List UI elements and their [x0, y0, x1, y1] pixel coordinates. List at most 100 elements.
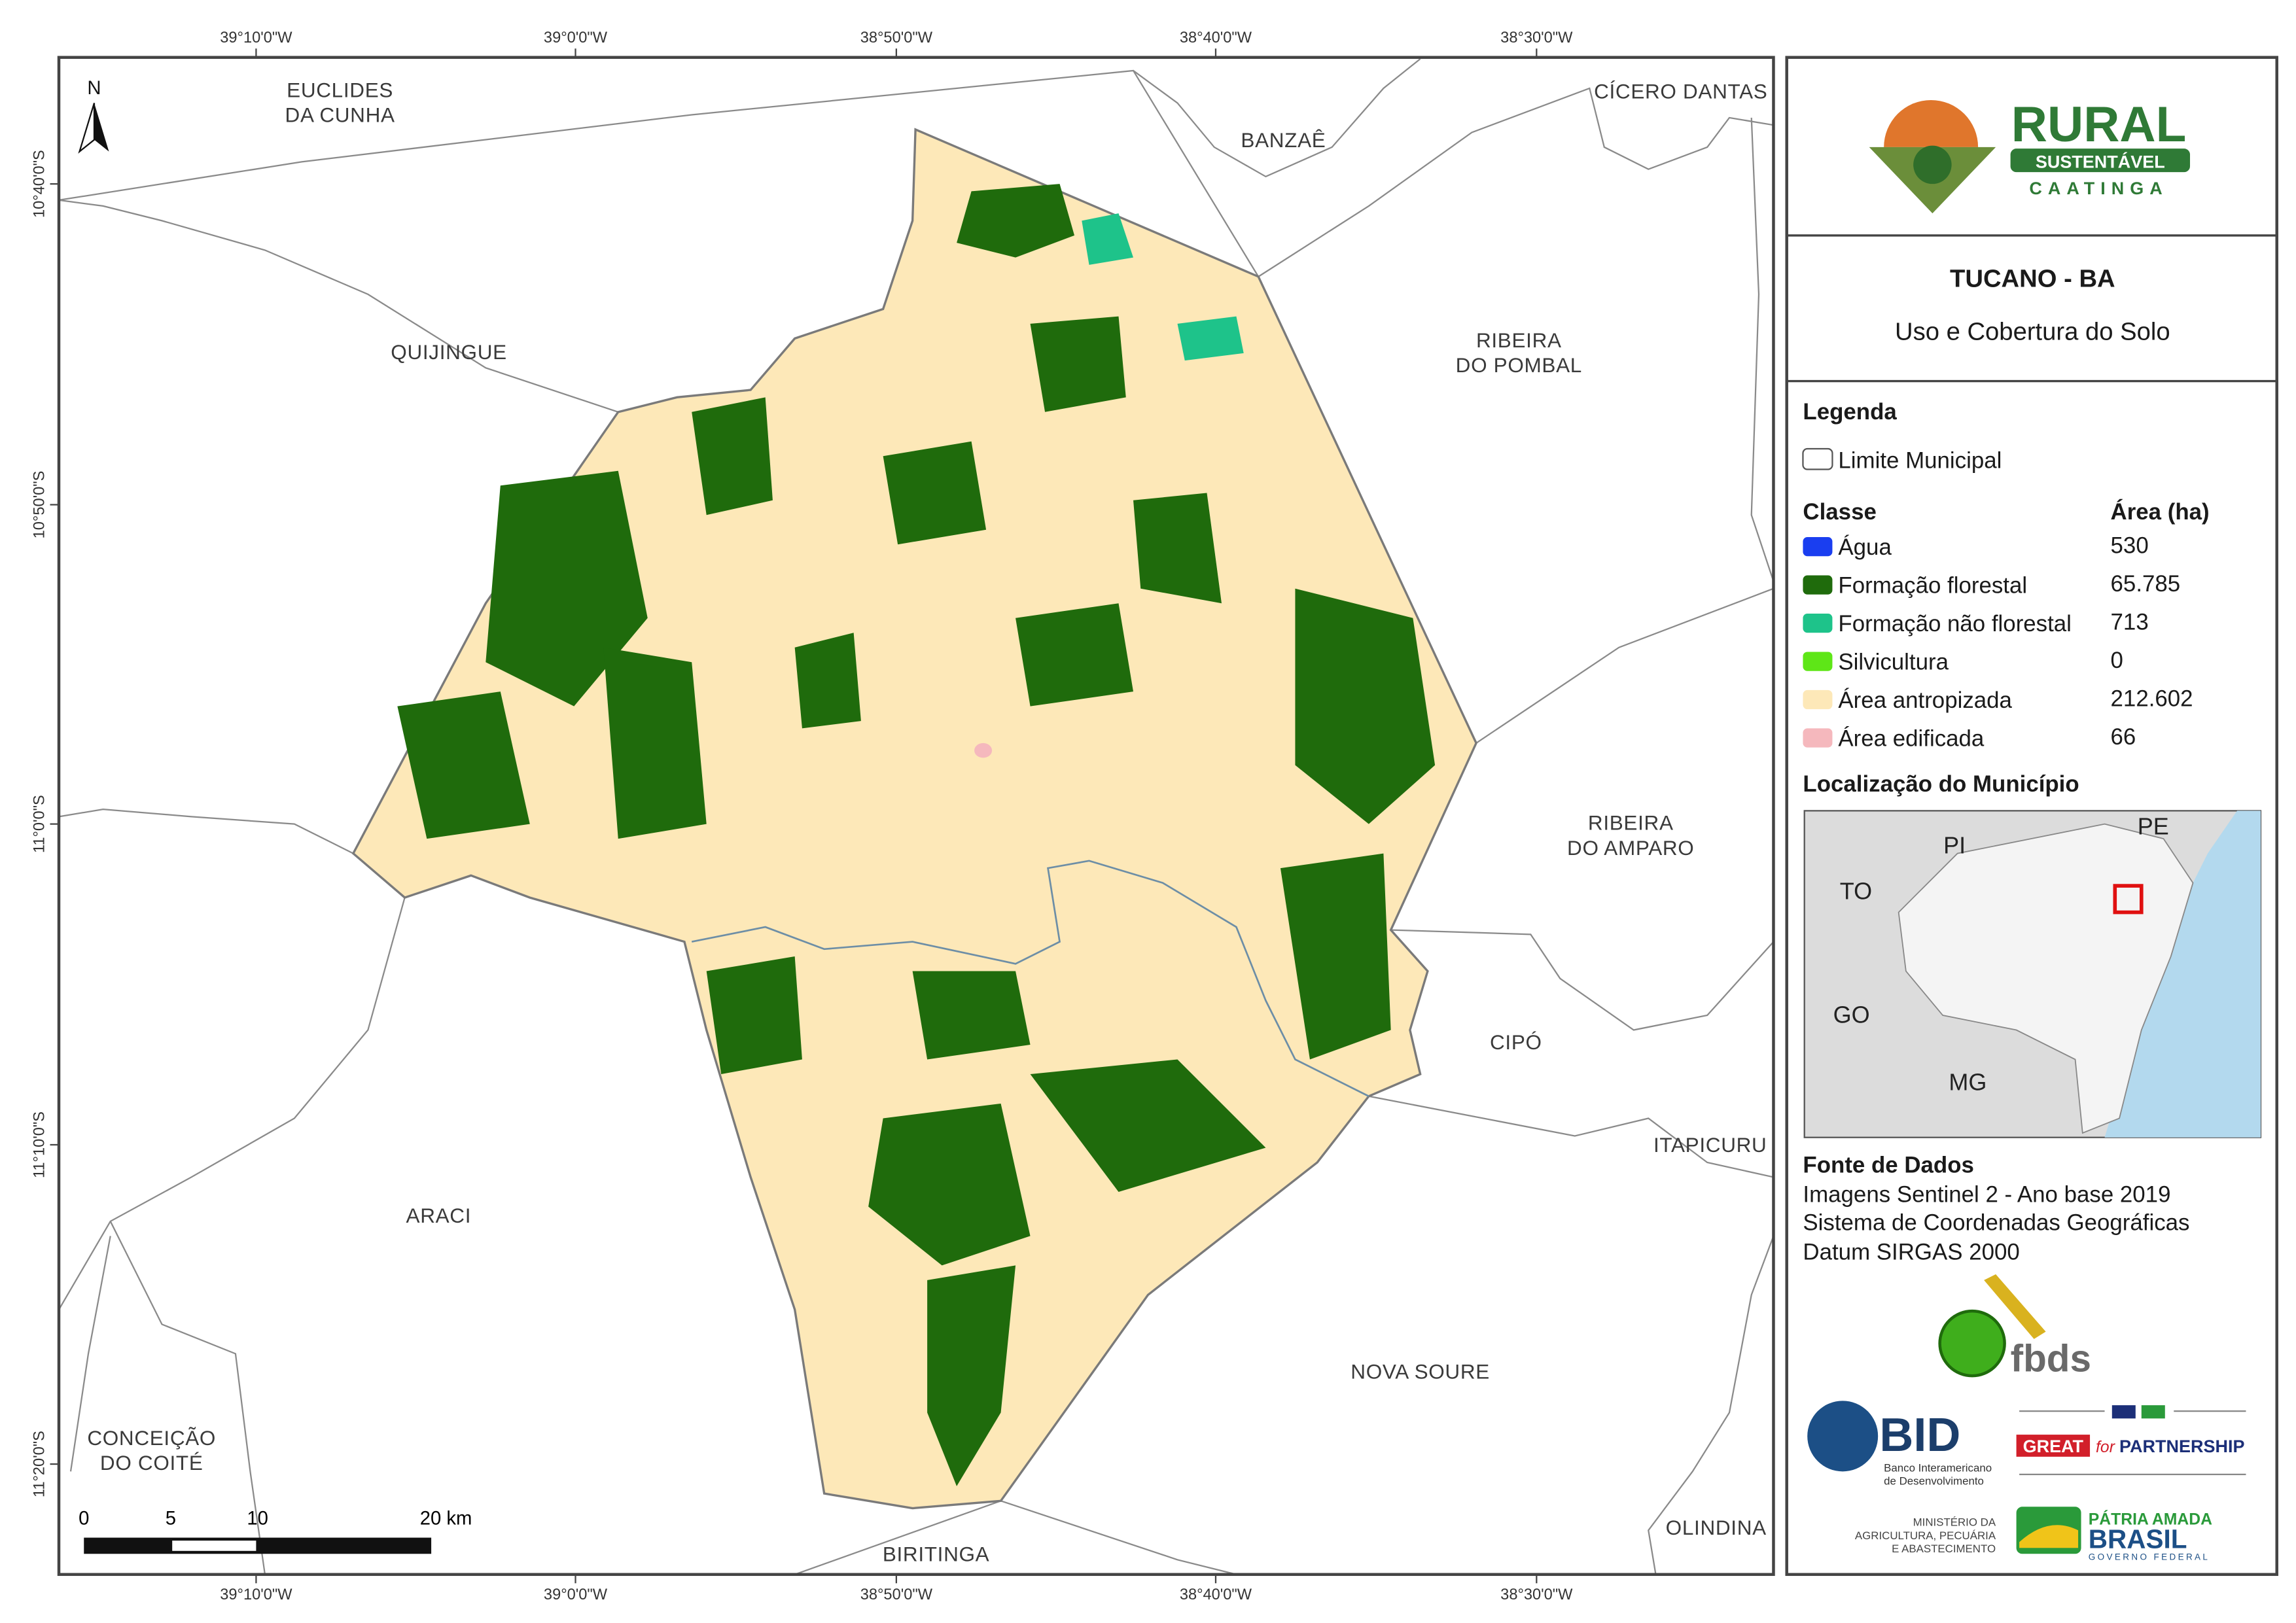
- legend-area: 212.602: [2111, 686, 2193, 712]
- fbds-circle: [1938, 1309, 2006, 1378]
- bid-subtext: Banco Interamericano: [1884, 1461, 1992, 1474]
- latitude-label: 10°50'0"S: [31, 471, 48, 539]
- fbds-logo: fbds: [1938, 1274, 2091, 1380]
- legend-class: Água: [1838, 534, 1892, 560]
- place-line: DO AMPARO: [1567, 836, 1694, 860]
- legend-swatch: [1803, 575, 1833, 595]
- legend-class: Área edificada: [1838, 725, 1984, 751]
- place-line: EUCLIDES: [287, 78, 393, 101]
- legend-swatch: [1803, 689, 1833, 710]
- boundary: [1133, 58, 1421, 178]
- forest-patch: [794, 633, 861, 729]
- place-labels: EUCLIDES DA CUNHA BANZAÊ CÍCERO DANTAS QU…: [87, 78, 1767, 1565]
- river: [691, 860, 1369, 1097]
- area-header: Área (ha): [2111, 498, 2210, 525]
- place-line: RIBEIRA: [1476, 328, 1562, 352]
- latitude-labels: 10°40'0"S 10°50'0"S 11°0'0"S 11°10'0"S 1…: [31, 150, 48, 1497]
- place-line: RIBEIRA: [1588, 811, 1674, 835]
- boundary: [794, 1500, 1001, 1575]
- neighbor-boundaries: [58, 58, 1775, 1575]
- state-label: MG: [1949, 1069, 1987, 1096]
- place-label: ARACI: [406, 1204, 472, 1227]
- legend-rows: Água 530 Formação florestal 65.785 Formação …: [1803, 533, 2193, 751]
- logo-sun: [1884, 99, 1979, 147]
- legend-area: 65.785: [2111, 571, 2181, 597]
- state-label: GO: [1833, 1001, 1870, 1028]
- forest-patches: [397, 184, 1436, 1486]
- latitude-label: 10°40'0"S: [31, 150, 48, 218]
- great-logo: GREAT for PARTNERSHIP: [2016, 1405, 2246, 1475]
- legend-area: 0: [2111, 648, 2123, 673]
- legend-swatch: [1803, 652, 1833, 671]
- boundary: [1475, 587, 1774, 744]
- logo-title: RURAL: [2011, 97, 2187, 152]
- location-title: Localização do Município: [1803, 771, 2079, 797]
- scale-label: 5: [166, 1508, 176, 1529]
- place-label: NOVA SOURE: [1351, 1360, 1490, 1384]
- brasil-line: BRASIL: [2089, 1524, 2187, 1554]
- latitude-label: 11°20'0"S: [31, 1431, 48, 1497]
- bid-logo: BID Banco Interamericano de Desenvolvime…: [1807, 1401, 1992, 1488]
- forest-patch: [397, 691, 530, 839]
- north-arrow-left: [78, 103, 96, 154]
- longitude-labels: 39°10'0"W 39°0'0"W 38°50'0"W 38°40'0"W 3…: [220, 29, 1573, 1603]
- inset-sea: [2104, 811, 2261, 1138]
- scale-label: 0: [79, 1508, 89, 1529]
- bid-subtext: de Desenvolvimento: [1884, 1475, 1984, 1488]
- legend-swatch: [1803, 728, 1833, 748]
- scale-bar: 0 5 10 20 km: [79, 1508, 472, 1554]
- legend-class: Área antropizada: [1838, 688, 2012, 713]
- place-label: BIRITINGA: [883, 1543, 990, 1566]
- scale-segment: [84, 1537, 432, 1554]
- source-line: Sistema de Coordenadas Geográficas: [1803, 1210, 2189, 1235]
- source-line: Imagens Sentinel 2 - Ano base 2019: [1803, 1182, 2170, 1208]
- flag-br: [2141, 1405, 2165, 1419]
- boundary: [1390, 929, 1775, 1031]
- scale-segment: [172, 1541, 256, 1551]
- ministry-logo: MINISTÉRIO DA AGRICULTURA, PECUÁRIA E AB…: [1855, 1507, 2212, 1562]
- longitude-label: 39°10'0"W: [220, 1586, 292, 1603]
- legend-title: Legenda: [1803, 399, 1897, 425]
- bid-text: BID: [1879, 1409, 1960, 1461]
- longitude-label: 38°30'0"W: [1500, 1586, 1573, 1603]
- logo-band: [2010, 148, 2191, 173]
- forest-patch: [883, 441, 987, 545]
- legend-class: Silvicultura: [1838, 649, 1949, 674]
- place-label: BANZAÊ: [1241, 128, 1326, 152]
- great-for: for: [2096, 1439, 2116, 1456]
- forest-patch: [927, 1265, 1016, 1486]
- legend-area: 713: [2111, 610, 2149, 635]
- boundary: [1368, 1095, 1774, 1178]
- ministry-text: AGRICULTURA, PECUÁRIA: [1855, 1529, 1996, 1542]
- state-label: TO: [1840, 877, 1872, 904]
- fbds-bar: [1984, 1274, 2046, 1339]
- state-label: PE: [2138, 812, 2169, 839]
- place-line: DO POMBAL: [1456, 353, 1582, 377]
- boundary: [109, 1221, 266, 1575]
- place-label: CIPÓ: [1490, 1030, 1542, 1054]
- longitude-label: 38°50'0"W: [860, 29, 933, 46]
- longitude-label: 39°0'0"W: [544, 29, 608, 46]
- ministry-text: E ABASTECIMENTO: [1892, 1543, 1996, 1555]
- forest-patch: [706, 956, 802, 1075]
- inset-locator: [2113, 884, 2144, 915]
- boundary: [58, 199, 619, 413]
- forest-patch: [1030, 316, 1126, 412]
- scale-label: 10: [247, 1508, 268, 1529]
- forest-patch: [603, 647, 707, 839]
- place-label: EUCLIDES DA CUNHA: [285, 78, 395, 126]
- boundary: [69, 1236, 111, 1472]
- great-partnership: PARTNERSHIP: [2119, 1437, 2244, 1456]
- boundary: [1648, 1236, 1775, 1575]
- side-panel: RURAL SUSTENTÁVEL CAATINGA TUCANO - BA U…: [1785, 56, 2278, 1577]
- latitude-label: 11°10'0"S: [31, 1111, 48, 1178]
- place-label: OLINDINA: [1666, 1516, 1767, 1539]
- place-line: DA CUNHA: [285, 103, 395, 127]
- panel-title: TUCANO - BA: [1950, 265, 2115, 293]
- forest-patch: [486, 470, 648, 707]
- non-forest-patch: [1082, 213, 1244, 361]
- map-frame: [50, 48, 1775, 1584]
- graticule-ticks: [50, 48, 1538, 1584]
- sources-title: Fonte de Dados: [1803, 1153, 1973, 1178]
- logo-subtitle: SUSTENTÁVEL: [2036, 151, 2165, 171]
